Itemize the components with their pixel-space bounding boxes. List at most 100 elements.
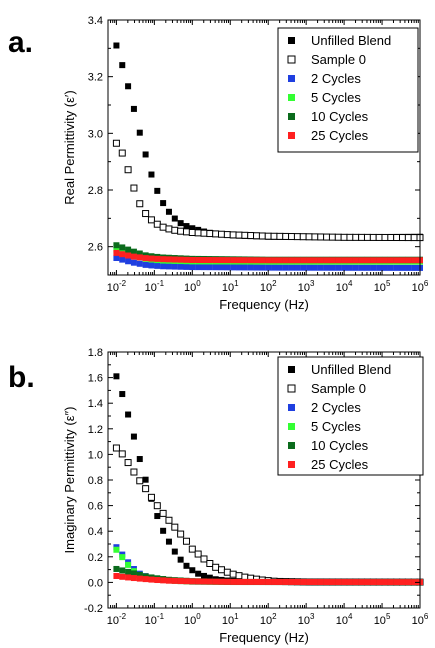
data-point <box>212 563 220 571</box>
y-tick-label: 2.6 <box>88 242 103 254</box>
data-point <box>218 264 225 271</box>
x-tick-label: 103 <box>298 612 315 627</box>
data-point <box>317 264 324 271</box>
data-point <box>358 257 365 264</box>
data-point <box>147 493 155 501</box>
data-point <box>306 257 313 264</box>
legend-marker <box>288 442 295 449</box>
data-point <box>171 226 179 234</box>
x-axis-label: Frequency (Hz) <box>219 630 309 645</box>
data-point <box>381 579 388 586</box>
data-point <box>171 523 179 531</box>
data-point <box>294 257 301 264</box>
data-point <box>206 578 213 585</box>
data-point <box>399 264 406 271</box>
plot-frame <box>107 19 421 276</box>
data-point <box>124 459 132 467</box>
data-point <box>393 234 401 242</box>
data-point <box>142 476 149 483</box>
data-point <box>154 577 161 584</box>
data-point <box>183 223 190 230</box>
data-point <box>154 255 161 262</box>
data-point <box>206 257 213 264</box>
data-point <box>224 578 231 585</box>
data-point <box>153 220 161 228</box>
data-point <box>271 578 278 585</box>
data-point <box>358 264 365 271</box>
data-point <box>229 570 237 578</box>
data-point <box>142 151 149 158</box>
data-point <box>177 256 184 263</box>
legend-label: 25 Cycles <box>311 128 369 143</box>
legend-item: 2 Cycles <box>288 400 361 415</box>
y-axis: -0.2 0.0 0.2 0.4 0.6 0.8 1.0 1.2 1.4 1.6 1.8 <box>84 347 420 615</box>
x-tick-label: 10-1 <box>145 279 165 294</box>
data-point <box>136 575 143 582</box>
data-point <box>160 256 167 263</box>
y-tick-label: 0.6 <box>88 501 103 513</box>
data-point <box>300 578 307 585</box>
x-tick-label: 105 <box>374 612 391 627</box>
data-point <box>183 578 190 585</box>
y-axis-label: Imaginary Permittivity (ε″) <box>62 407 77 554</box>
y-tick-label: 1.0 <box>88 449 103 461</box>
data-point <box>195 578 202 585</box>
legend-marker <box>288 366 295 373</box>
x-tick-label: 106 <box>412 612 429 627</box>
data-point <box>317 257 324 264</box>
data-point <box>369 233 377 241</box>
panel-label: a. <box>8 26 33 59</box>
data-point <box>160 200 167 207</box>
data-point <box>118 450 126 458</box>
data-point <box>130 184 138 192</box>
data-point <box>393 579 400 586</box>
data-point <box>194 550 202 558</box>
data-point <box>376 264 383 271</box>
data-point <box>171 215 178 222</box>
data-point <box>142 255 149 262</box>
chart-panel-a: a. 10-2 10-1 100 101 102 103 104 105 106 2.6 2.8 3.0… <box>8 15 429 312</box>
data-point <box>364 257 371 264</box>
data-point <box>264 232 272 240</box>
data-point <box>411 579 418 586</box>
legend-label: 10 Cycles <box>311 438 369 453</box>
data-point <box>177 220 184 227</box>
data-point <box>119 62 126 69</box>
x-tick-label: 104 <box>336 612 353 627</box>
legend-label: Sample 0 <box>311 52 366 67</box>
data-point <box>346 257 353 264</box>
data-point <box>119 554 126 561</box>
data-point <box>177 263 184 270</box>
data-point <box>136 250 143 257</box>
data-point <box>224 264 231 271</box>
y-tick-label: 3.4 <box>88 15 103 27</box>
legend-item: Sample 0 <box>287 52 366 67</box>
data-markers <box>112 373 424 586</box>
legend-label: Sample 0 <box>311 381 366 396</box>
data-point <box>294 578 301 585</box>
data-point <box>136 129 143 136</box>
data-point <box>165 577 172 584</box>
data-point <box>265 578 272 585</box>
data-point <box>387 233 395 241</box>
panel-label: b. <box>8 361 35 394</box>
data-point <box>119 251 126 258</box>
data-point <box>381 264 388 271</box>
legend-item: 5 Cycles <box>288 90 361 105</box>
data-point <box>113 249 120 256</box>
data-point <box>159 223 167 231</box>
data-point <box>405 257 412 264</box>
data-point <box>206 230 214 238</box>
data-point <box>154 187 161 194</box>
legend-box <box>277 27 419 153</box>
data-point <box>236 264 243 271</box>
data-point <box>195 257 202 264</box>
data-point <box>182 537 190 545</box>
data-point <box>259 257 266 264</box>
legend-label: 2 Cycles <box>311 71 361 86</box>
data-point <box>253 257 260 264</box>
legend-marker <box>288 404 295 411</box>
x-axis: 10-2 10-1 100 101 102 103 104 105 106 <box>107 20 429 294</box>
data-point <box>341 257 348 264</box>
